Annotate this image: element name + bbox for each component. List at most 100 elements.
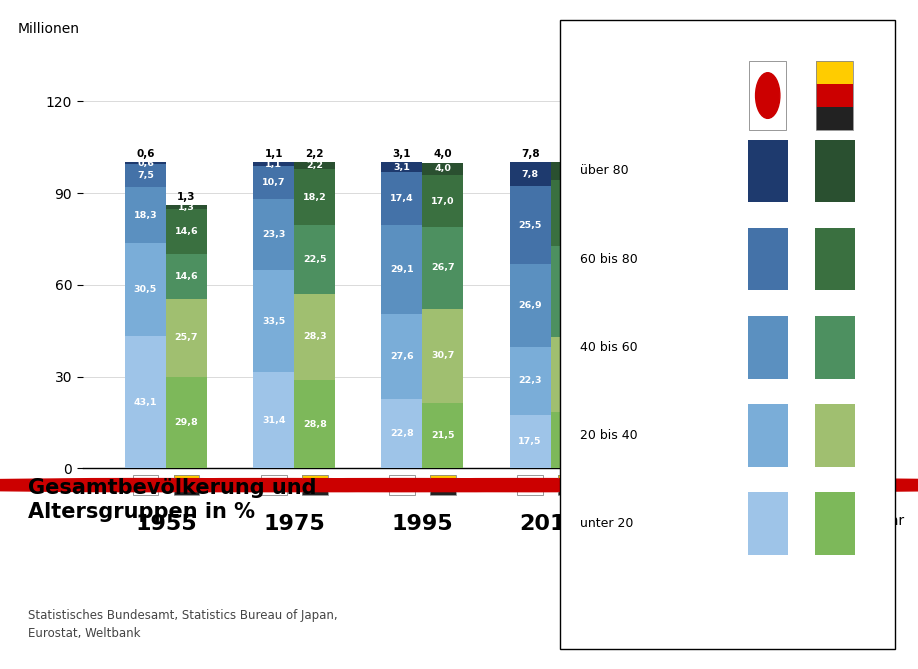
Text: 4,0: 4,0 [433, 149, 453, 159]
Bar [166, 377, 207, 468]
Bar [166, 298, 207, 377]
Bar [174, 475, 199, 495]
Bar [815, 475, 841, 495]
Bar [125, 337, 166, 468]
Bar [551, 337, 592, 412]
Text: Statistisches Bundesamt, Statistics Bureau of Japan,
Eurostat, Weltbank: Statistisches Bundesamt, Statistics Bure… [28, 609, 337, 640]
Text: 5,8: 5,8 [563, 167, 579, 176]
Bar [816, 107, 853, 130]
Bar [814, 492, 855, 555]
Bar [381, 172, 422, 225]
Text: 43,1: 43,1 [134, 398, 157, 407]
Text: 7,8: 7,8 [521, 170, 539, 179]
Bar [422, 175, 464, 227]
Bar [253, 199, 294, 270]
Bar [687, 488, 712, 495]
Text: 1955: 1955 [135, 514, 196, 534]
Text: 0,6: 0,6 [136, 149, 155, 159]
Text: 2035: 2035 [648, 514, 710, 534]
Bar [815, 482, 841, 488]
Bar [509, 264, 551, 347]
Bar [551, 412, 592, 468]
Text: 1,3: 1,3 [178, 203, 195, 212]
Bar [749, 61, 786, 130]
Text: 1,3: 1,3 [177, 191, 196, 201]
Text: unter 20: unter 20 [580, 516, 633, 530]
Bar [814, 227, 855, 290]
Text: 21,5: 21,5 [431, 431, 454, 440]
Bar [302, 475, 328, 495]
Text: 2015: 2015 [520, 514, 582, 534]
Bar [294, 380, 335, 468]
Text: 28,3: 28,3 [303, 332, 327, 341]
Text: 2,2: 2,2 [306, 149, 324, 159]
Circle shape [756, 73, 780, 118]
Bar [814, 140, 855, 203]
Bar [381, 314, 422, 399]
Bar [509, 187, 551, 264]
Text: 7,5: 7,5 [137, 171, 154, 180]
Text: 22,5: 22,5 [303, 255, 327, 264]
Bar [816, 61, 853, 84]
Text: 14,6: 14,6 [174, 227, 198, 236]
Bar [816, 84, 853, 107]
Bar [381, 163, 422, 172]
Text: Millionen: Millionen [18, 22, 80, 36]
Bar [558, 475, 584, 482]
Bar [815, 488, 841, 495]
Bar [687, 475, 712, 482]
Bar [814, 316, 855, 379]
Text: Gesamtbevölkerung und
Altersgruppen in %: Gesamtbevölkerung und Altersgruppen in % [28, 478, 316, 522]
Bar [174, 475, 199, 482]
Bar [551, 180, 592, 246]
Text: 22,8: 22,8 [390, 429, 414, 438]
Bar [747, 403, 788, 466]
Bar [431, 475, 455, 495]
Bar [687, 475, 712, 495]
Text: 27,6: 27,6 [390, 352, 414, 361]
Text: 20 bis 40: 20 bis 40 [580, 429, 638, 442]
Bar [294, 163, 335, 169]
Text: 3,1: 3,1 [393, 149, 411, 159]
Circle shape [384, 478, 918, 492]
Text: 30,7: 30,7 [431, 351, 454, 360]
Text: 14,6: 14,6 [174, 272, 198, 281]
Bar [132, 475, 158, 495]
Text: 2,2: 2,2 [307, 161, 323, 171]
Bar [389, 475, 415, 495]
Text: 29,1: 29,1 [390, 265, 414, 274]
Text: 3,1: 3,1 [394, 163, 410, 172]
Text: Jahr: Jahr [878, 514, 905, 528]
Bar [166, 209, 207, 254]
Bar [558, 488, 584, 495]
Text: 60 bis 80: 60 bis 80 [580, 252, 638, 266]
Text: 1995: 1995 [392, 514, 453, 534]
Bar [166, 254, 207, 298]
Bar [814, 403, 855, 466]
Text: 7,8: 7,8 [521, 149, 540, 159]
Circle shape [0, 478, 420, 492]
Text: 5,8: 5,8 [562, 149, 580, 159]
Bar [294, 294, 335, 380]
Bar [747, 227, 788, 290]
Bar [125, 244, 166, 337]
Text: 4,0: 4,0 [434, 165, 452, 173]
Bar [551, 246, 592, 337]
Text: 25,5: 25,5 [519, 221, 542, 230]
Text: 26,9: 26,9 [519, 301, 542, 310]
Bar [253, 166, 294, 199]
Bar [431, 482, 455, 488]
Text: über 80: über 80 [580, 165, 629, 177]
Bar [253, 163, 294, 166]
Bar [381, 225, 422, 314]
Bar [509, 415, 551, 468]
Bar [125, 163, 166, 165]
Text: 25,7: 25,7 [174, 333, 198, 343]
Text: 2050: 2050 [776, 514, 838, 534]
Text: 0,6: 0,6 [137, 159, 154, 168]
Text: (Schätzung): (Schätzung) [773, 551, 841, 561]
Bar [422, 163, 464, 175]
Bar [747, 140, 788, 203]
Bar [294, 169, 335, 225]
Text: 29,8: 29,8 [174, 418, 198, 427]
